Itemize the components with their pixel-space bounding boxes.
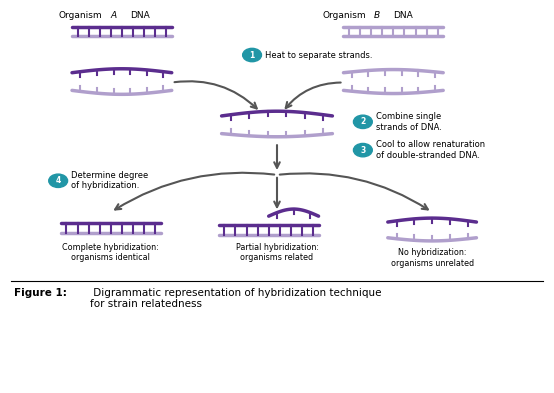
Circle shape	[243, 48, 261, 62]
Text: A: A	[110, 11, 117, 20]
Text: Determine degree
of hybridization.: Determine degree of hybridization.	[71, 171, 148, 191]
Text: 1: 1	[249, 51, 255, 59]
Circle shape	[353, 115, 372, 129]
Circle shape	[353, 143, 372, 157]
Text: Heat to separate strands.: Heat to separate strands.	[265, 51, 372, 59]
Text: Complete hybridization:
organisms identical: Complete hybridization: organisms identi…	[63, 243, 159, 262]
Text: Organism: Organism	[59, 11, 102, 20]
Text: DNA: DNA	[130, 11, 150, 20]
Text: 2: 2	[360, 118, 366, 126]
Text: Organism: Organism	[322, 11, 366, 20]
Text: Figure 1:: Figure 1:	[14, 288, 66, 298]
Text: 4: 4	[55, 176, 61, 185]
Text: DNA: DNA	[393, 11, 413, 20]
Text: No hybridization:
organisms unrelated: No hybridization: organisms unrelated	[391, 248, 474, 268]
Text: Combine single
strands of DNA.: Combine single strands of DNA.	[376, 112, 442, 132]
Circle shape	[49, 174, 68, 187]
Text: Partial hybridization:
organisms related: Partial hybridization: organisms related	[235, 243, 319, 262]
Text: 3: 3	[360, 146, 366, 154]
Text: Cool to allow renaturation
of double-stranded DNA.: Cool to allow renaturation of double-str…	[376, 140, 485, 160]
Text: Digrammatic representation of hybridization technique
for strain relatedness: Digrammatic representation of hybridizat…	[90, 288, 381, 309]
Text: B: B	[373, 11, 380, 20]
